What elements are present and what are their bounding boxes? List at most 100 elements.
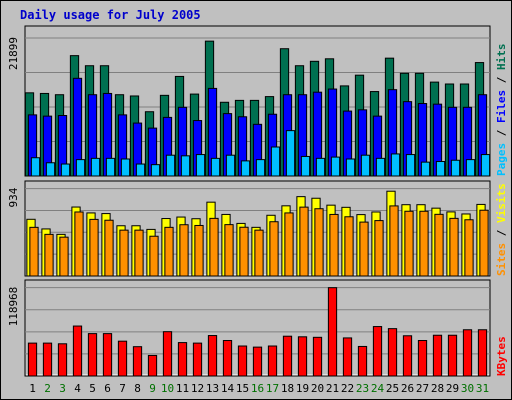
bar-kbytes [417, 340, 428, 377]
day-tick-label: 19 [296, 382, 309, 395]
legend-sites: Sites [495, 243, 508, 276]
bar-sites [104, 219, 114, 277]
legend-hits: Hits [495, 44, 508, 71]
bar-pages [120, 158, 131, 177]
bar-sites [389, 205, 399, 277]
day-tick-label: 18 [281, 382, 294, 395]
bar-sites [224, 224, 234, 277]
bar-pages [345, 158, 356, 177]
day-tick-label: 21 [326, 382, 339, 395]
legend-files: Files [495, 90, 508, 123]
legend-separator: / [495, 70, 508, 90]
bar-pages [390, 153, 401, 177]
day-tick-label: 30 [461, 382, 474, 395]
bar-kbytes [252, 346, 263, 377]
panel-legend: Pages / Files / Hits [495, 44, 508, 177]
bar-pages [225, 154, 236, 177]
chart-title: Daily usage for July 2005 [20, 8, 201, 22]
legend-pages: Pages [495, 143, 508, 176]
bar-pages [270, 146, 281, 177]
bar-kbytes [342, 337, 353, 377]
bar-sites [419, 210, 429, 277]
bar-pages [315, 157, 326, 177]
day-tick-label: 4 [74, 382, 81, 395]
bar-sites [89, 218, 99, 277]
bar-pages [45, 162, 56, 177]
bar-kbytes [207, 335, 218, 377]
day-tick-label: 22 [341, 382, 354, 395]
bar-kbytes [162, 331, 173, 377]
day-tick-label: 15 [236, 382, 249, 395]
day-tick-label: 9 [149, 382, 156, 395]
bar-pages [480, 154, 491, 177]
bar-sites [464, 219, 474, 277]
bar-sites [194, 224, 204, 277]
day-tick-label: 13 [206, 382, 219, 395]
bar-kbytes [282, 335, 293, 377]
bar-pages [300, 155, 311, 177]
bar-kbytes [297, 336, 308, 377]
day-tick-label: 1 [29, 382, 36, 395]
bar-kbytes [177, 342, 188, 377]
legend-separator: / [495, 223, 508, 243]
bar-pages [240, 160, 251, 177]
bar-sites [164, 226, 174, 277]
bar-sites [404, 210, 414, 277]
legend-text: Sites / Visits [495, 183, 508, 276]
bar-pages [210, 157, 221, 177]
bar-kbytes [102, 333, 113, 377]
day-tick-label: 28 [431, 382, 444, 395]
bar-kbytes [312, 336, 323, 377]
bar-sites [374, 220, 384, 277]
x-axis-labels: 1 2 3 4 5 6 7 8 9 10 11 12 13 14 15 16 17 18 19 20 21 22 23 24 2… [29, 382, 489, 395]
day-tick-label: 29 [446, 382, 459, 395]
bar-sites [269, 221, 279, 277]
bar-pages [105, 157, 116, 177]
bar-sites [149, 235, 159, 277]
day-tick-label: 6 [104, 382, 111, 395]
bar-pages [360, 154, 371, 177]
legend-separator: / [495, 123, 508, 143]
bar-kbytes [192, 342, 203, 377]
bar-sites [239, 226, 249, 277]
day-tick-label: 26 [401, 382, 414, 395]
bar-sites [209, 217, 219, 277]
day-tick-label: 27 [416, 382, 429, 395]
bar-sites [254, 229, 264, 277]
bar-sites [434, 213, 444, 277]
bar-pages [405, 154, 416, 177]
max-value-label: 118968 [7, 287, 20, 327]
bar-kbytes [42, 342, 53, 377]
bar-sites [134, 229, 144, 277]
day-tick-label: 25 [386, 382, 399, 395]
bar-pages [375, 157, 386, 177]
bar-sites [44, 233, 54, 277]
bar-pages [180, 155, 191, 177]
day-tick-label: 12 [191, 382, 204, 395]
bar-pages [285, 130, 296, 177]
bar-kbytes [447, 334, 458, 377]
bar-kbytes [387, 328, 398, 377]
bar-pages [90, 157, 101, 177]
max-value-label: 21899 [7, 37, 20, 70]
panel-legend: Sites / Visits [495, 183, 508, 276]
day-tick-label: 17 [266, 382, 279, 395]
bar-sites [59, 236, 69, 277]
bar-sites [314, 208, 324, 277]
day-tick-label: 24 [371, 382, 385, 395]
visits-panel: 934 Sites / Visits [7, 180, 508, 277]
day-tick-label: 20 [311, 382, 324, 395]
bar-pages [75, 159, 86, 177]
bar-pages [30, 157, 41, 177]
bar-kbytes [432, 334, 443, 377]
bar-sites [179, 224, 189, 277]
day-tick-label: 14 [221, 382, 235, 395]
bar-kbytes [372, 326, 383, 377]
bar-kbytes [477, 329, 488, 377]
legend-text: Pages / Files / Hits [495, 44, 508, 177]
bar-sites [344, 216, 354, 277]
day-tick-label: 11 [176, 382, 189, 395]
bar-sites [479, 209, 489, 277]
day-tick-label: 8 [134, 382, 141, 395]
